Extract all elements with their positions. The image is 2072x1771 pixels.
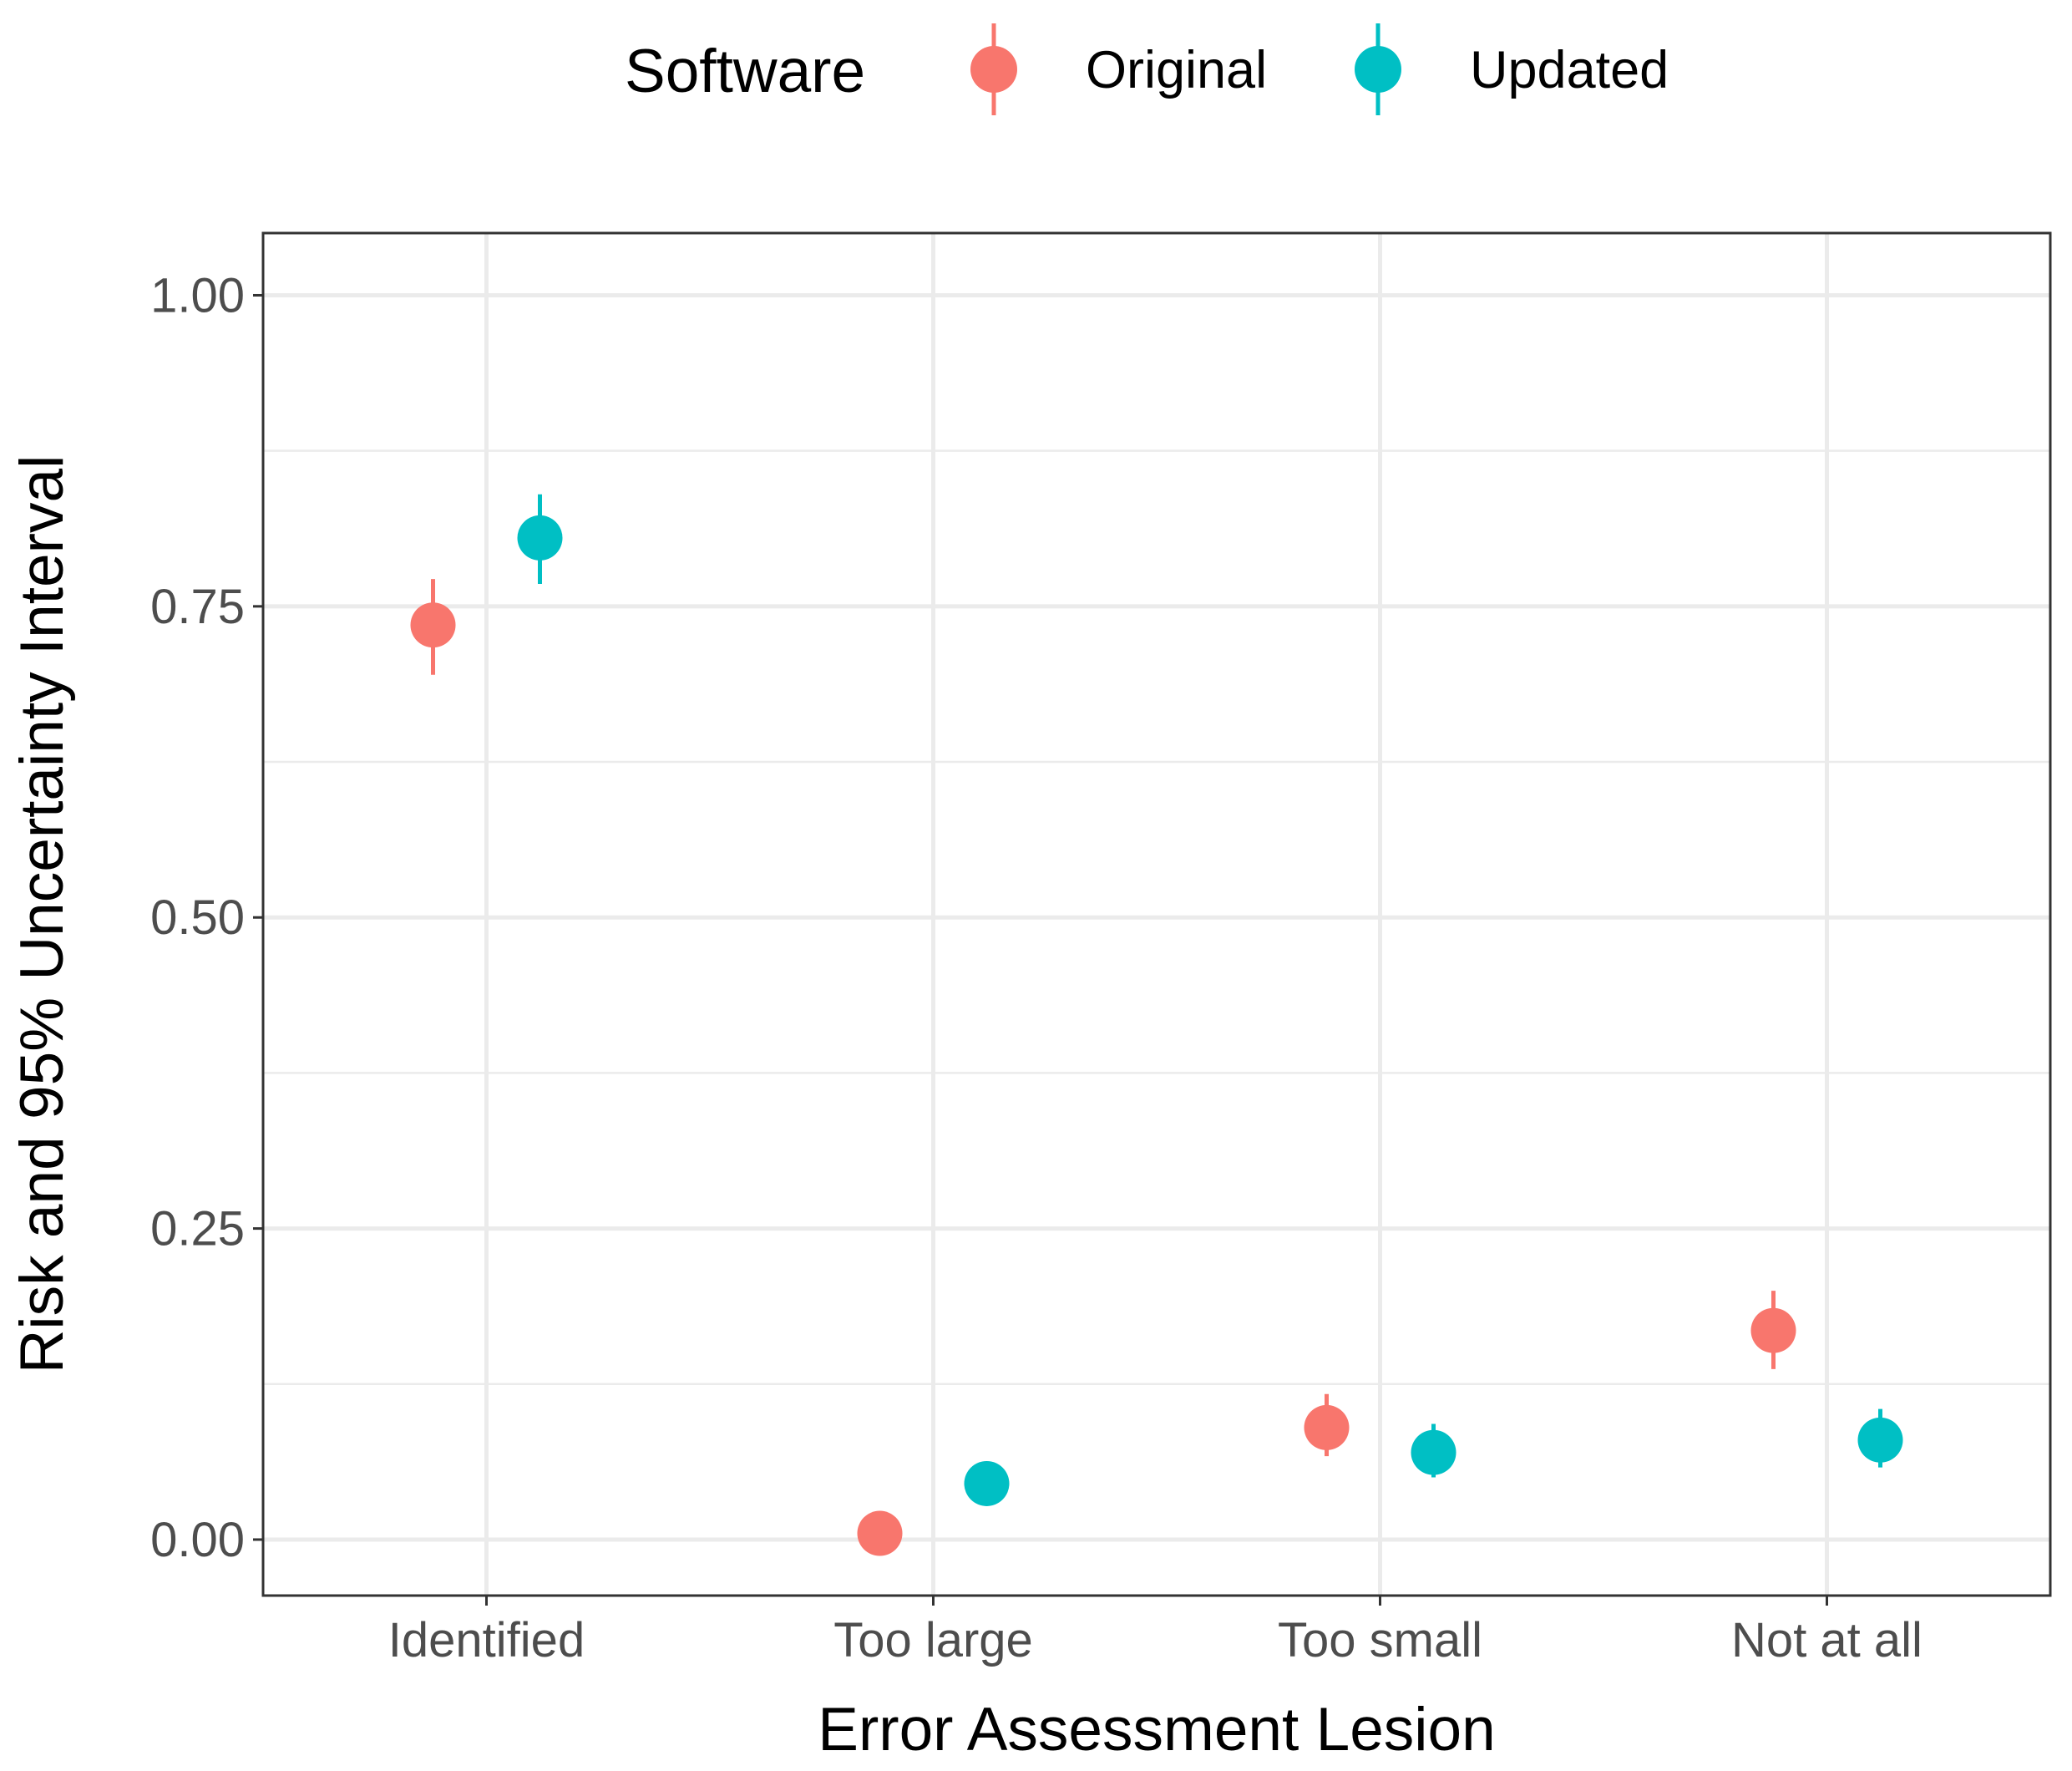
- point-range-original: [857, 1510, 903, 1556]
- data-point: [1857, 1417, 1903, 1463]
- x-tick-label: Identified: [388, 1613, 585, 1667]
- legend-key-updated: Updated: [1355, 23, 1669, 115]
- x-tick-label: Not at all: [1731, 1613, 1923, 1667]
- plot-panel: [261, 231, 2052, 1597]
- point-range-original: [1750, 1291, 1796, 1369]
- y-tick-label: 1.00: [150, 268, 245, 322]
- plot-border: [261, 231, 2052, 1597]
- data-point: [410, 602, 456, 648]
- axes: 0.00 0.25 0.50 0.75 1.00 Identified Too large…: [150, 268, 1923, 1667]
- legend-title: Software: [625, 38, 865, 105]
- point-range-updated: [964, 1460, 1010, 1506]
- y-tick-label: 0.75: [150, 580, 245, 634]
- point-range-original: [1304, 1393, 1350, 1457]
- point-range-updated: [517, 494, 563, 585]
- legend-label: Updated: [1470, 41, 1669, 99]
- data-point: [1750, 1307, 1796, 1353]
- plot-background: [263, 233, 2050, 1596]
- point-range-updated: [1411, 1423, 1456, 1478]
- data-point: [964, 1460, 1010, 1506]
- legend-key-original: Original: [970, 23, 1267, 115]
- y-tick-label: 0.25: [150, 1202, 245, 1256]
- x-tick-label: Too small: [1278, 1613, 1482, 1667]
- legend-marker: [970, 46, 1017, 93]
- data-point: [517, 515, 563, 561]
- data-point: [857, 1510, 903, 1556]
- y-tick-label: 0.00: [150, 1513, 245, 1567]
- x-axis-title: Error Assessment Lesion: [818, 1696, 1495, 1763]
- legend: Software Original Updated: [625, 23, 1669, 115]
- point-range-updated: [1857, 1408, 1903, 1468]
- y-axis-title: Risk and 95% Uncertainty Interval: [8, 455, 76, 1374]
- legend-marker: [1355, 46, 1401, 93]
- point-range-original: [410, 579, 456, 675]
- y-tick-label: 0.50: [150, 891, 245, 945]
- x-tick-label: Too large: [833, 1613, 1033, 1667]
- data-point: [1304, 1404, 1350, 1450]
- legend-label: Original: [1086, 41, 1267, 99]
- data-point: [1411, 1429, 1456, 1475]
